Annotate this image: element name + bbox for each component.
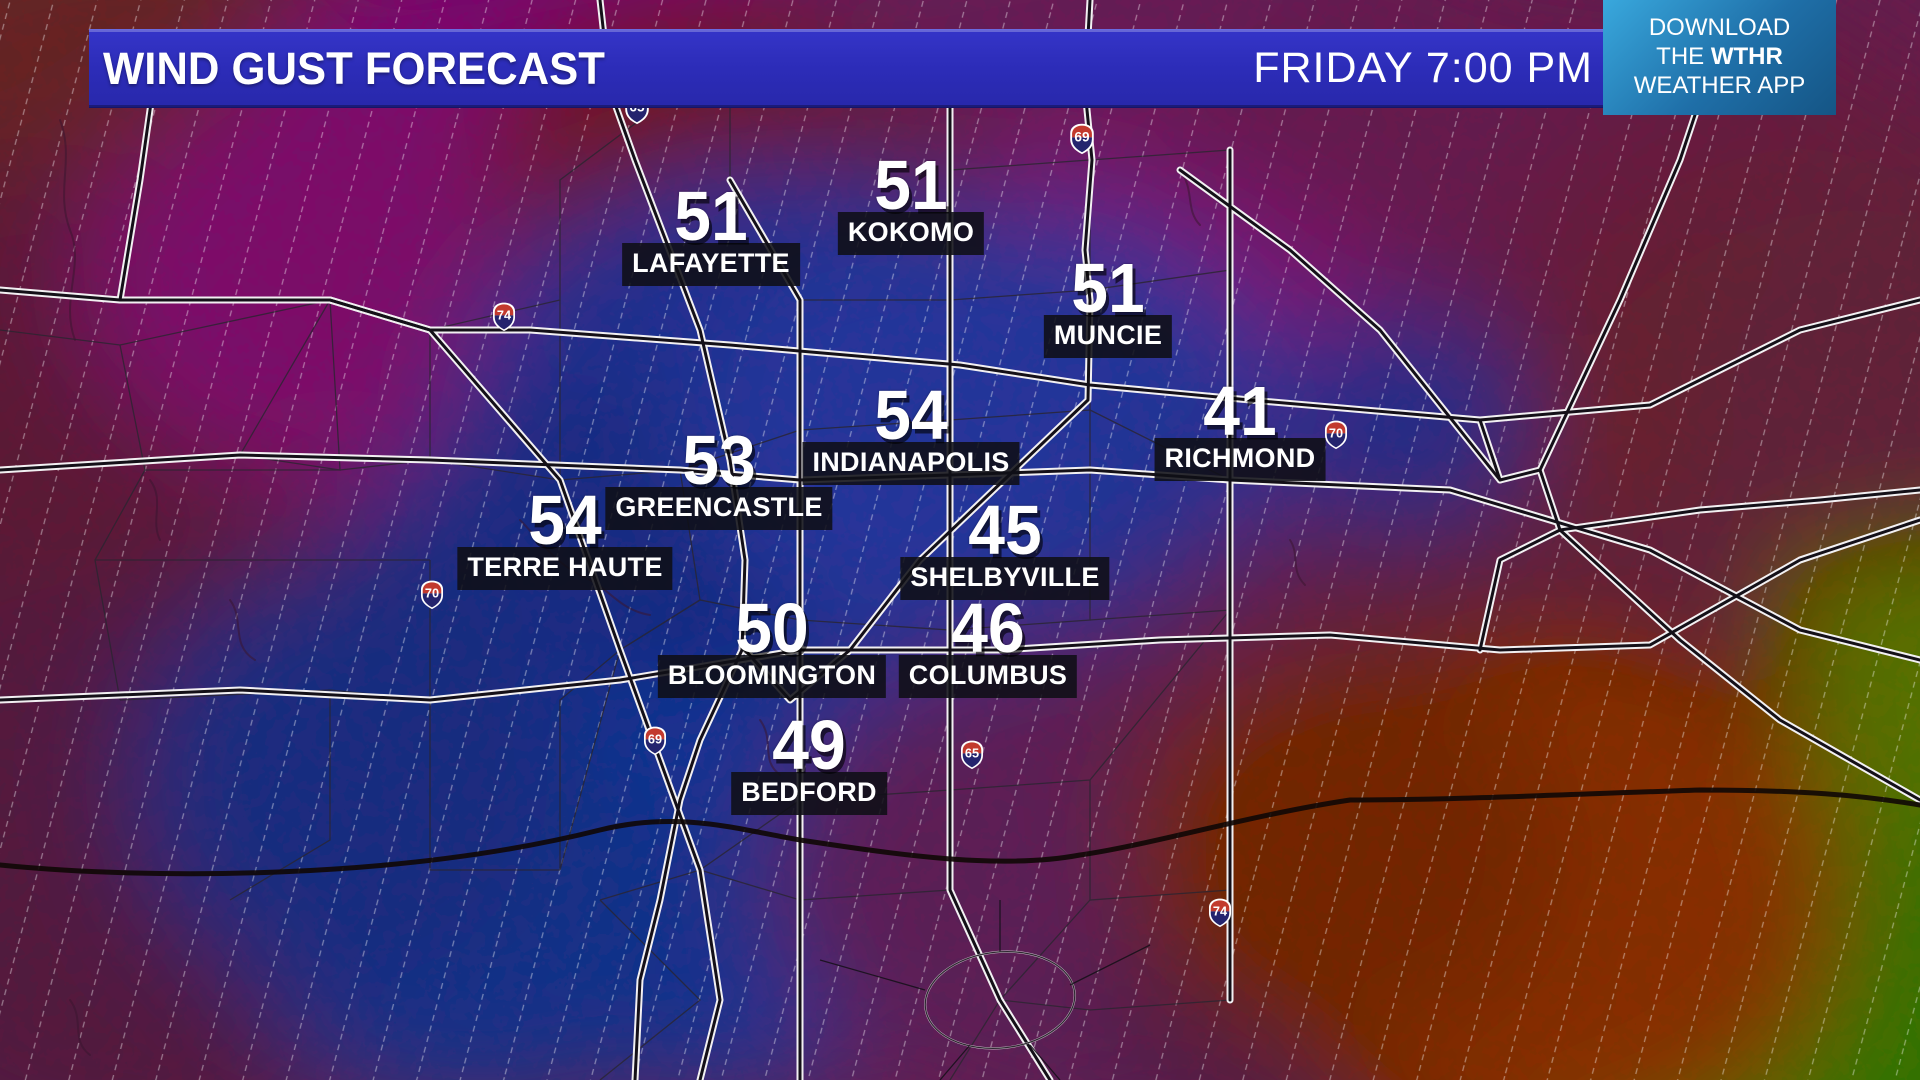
svg-text:74: 74 xyxy=(497,307,512,322)
svg-text:74: 74 xyxy=(1213,903,1228,918)
svg-text:70: 70 xyxy=(1329,425,1343,440)
svg-text:70: 70 xyxy=(425,585,439,600)
svg-text:69: 69 xyxy=(1074,130,1090,145)
svg-text:65: 65 xyxy=(965,745,979,760)
svg-text:69: 69 xyxy=(648,731,662,746)
